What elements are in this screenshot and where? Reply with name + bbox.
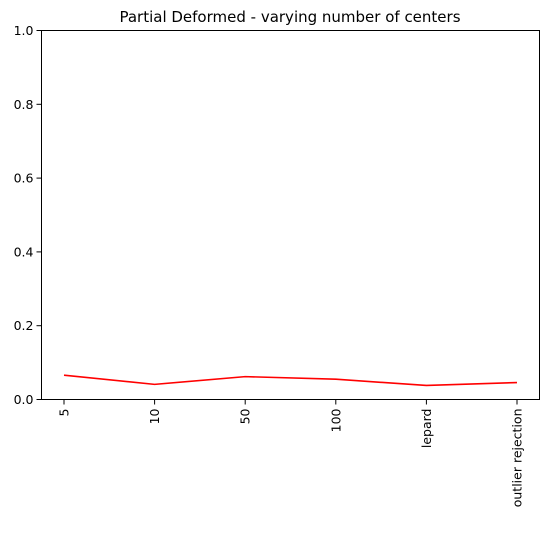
plot-frame	[41, 30, 540, 400]
y-tick-label: 0.6	[14, 171, 34, 186]
x-axis: 5 10 50 100 lepard outlier rejection	[57, 399, 525, 508]
x-tick-label: lepard	[419, 409, 434, 449]
x-tick-label: 100	[328, 408, 343, 432]
x-tick-label: outlier rejection	[510, 409, 525, 508]
series-line-0	[63, 374, 518, 387]
y-tick-label: 0.0	[14, 392, 34, 407]
x-tick-label: 10	[147, 408, 162, 424]
x-tick-label: 50	[238, 408, 253, 424]
y-tick-label: 1.0	[14, 23, 34, 38]
x-tick-label: 5	[57, 409, 72, 417]
series-layer	[63, 374, 518, 387]
chart-title: Partial Deformed - varying number of cen…	[119, 8, 460, 26]
y-tick-label: 0.2	[14, 318, 34, 333]
y-tick-label: 0.4	[14, 244, 34, 259]
y-axis: 0.0 0.2 0.4 0.6 0.8 1.0	[14, 23, 42, 407]
y-tick-label: 0.8	[14, 97, 34, 112]
